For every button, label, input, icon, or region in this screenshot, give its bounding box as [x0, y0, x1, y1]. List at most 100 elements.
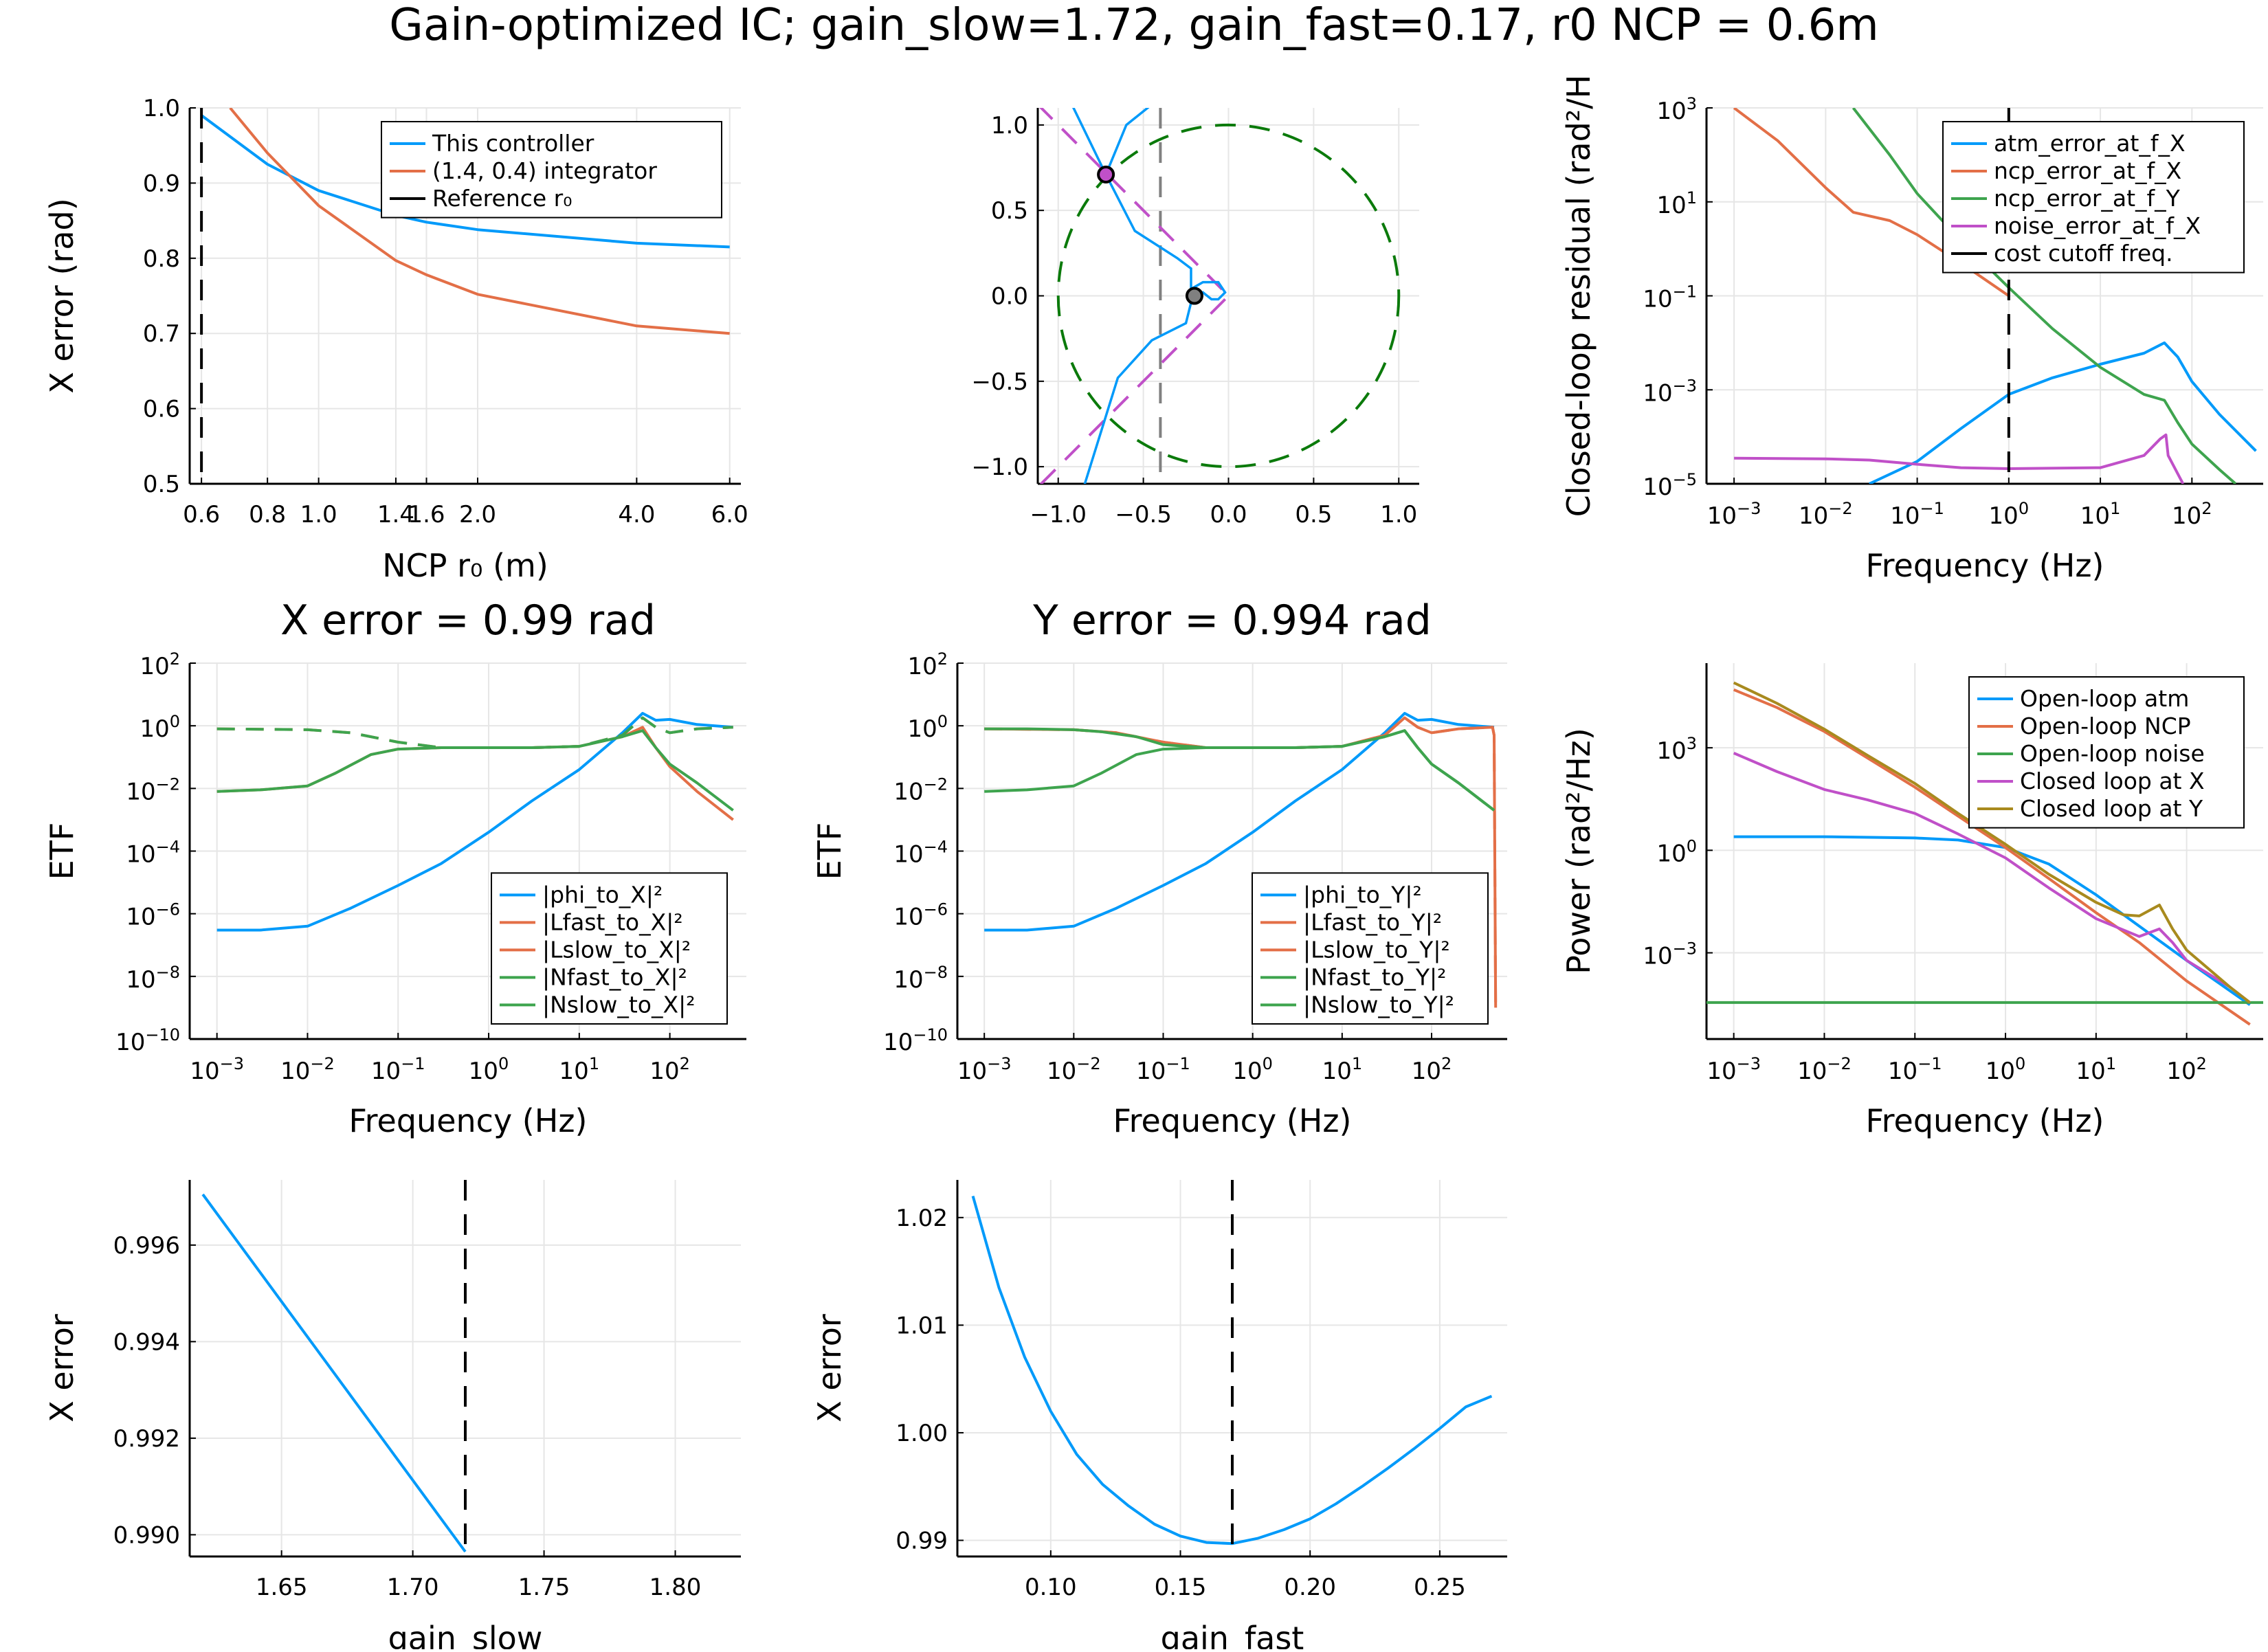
- x-tick-label: −0.5: [1115, 501, 1172, 528]
- root-locus-branch: [1072, 108, 1227, 484]
- y-tick-label: 103: [1656, 94, 1697, 125]
- x-tick-label: 1.0: [1380, 501, 1417, 528]
- y-tick-label: 10−3: [1643, 939, 1697, 970]
- x-axis-label: Frequency (Hz): [1113, 1102, 1352, 1139]
- series-line-open-loop-ncp: [1733, 688, 2251, 1026]
- x-tick-label: 10−1: [1888, 1054, 1942, 1085]
- root-locus-branch: [1104, 108, 1150, 175]
- x-tick-label: 1.6: [408, 501, 445, 528]
- legend-box: [1942, 121, 2245, 274]
- y-tick-label: 0.5: [143, 471, 180, 498]
- x-tick-label: 10−3: [1706, 1054, 1761, 1085]
- legend-label: |Nslow_to_X|²: [542, 991, 695, 1018]
- x-axis-label: Frequency (Hz): [1866, 1102, 2104, 1139]
- pole-marker: [1185, 287, 1203, 305]
- x-tick-label: 10−2: [1799, 499, 1853, 530]
- y-tick-label: 0.9: [143, 170, 180, 197]
- y-tick-label: −0.5: [971, 368, 1028, 396]
- y-tick-label: 101: [1656, 188, 1697, 219]
- y-tick-label: 10−8: [893, 963, 948, 994]
- x-tick-label: 10−2: [1047, 1054, 1101, 1085]
- x-tick-label: 100: [1986, 1054, 2026, 1085]
- legend-label: Open-loop noise: [2020, 740, 2205, 767]
- y-tick-label: 103: [1656, 734, 1697, 765]
- y-tick-label: 0.994: [113, 1328, 180, 1356]
- chart-etf_x: 10−3 10−2 10−1 100 101 102 10−10 10−8 10−6 10−4 10…: [43, 596, 746, 1139]
- series-line--phi-to-x-: [216, 712, 733, 932]
- series-line--nslow-to-x-: [216, 729, 734, 812]
- x-axis-label: NCP r₀ (m): [382, 547, 548, 584]
- x-tick-label: 10−3: [190, 1054, 244, 1085]
- y-tick-label: 0.7: [143, 320, 180, 348]
- series-line-this-controller: [200, 114, 730, 249]
- x-tick-label: 102: [1412, 1054, 1452, 1085]
- legend-box: [1968, 676, 2245, 829]
- legend-label: |phi_to_Y|²: [1303, 881, 1422, 908]
- y-axis-label: X error: [43, 1314, 80, 1422]
- legend-label: |Nslow_to_Y|²: [1303, 991, 1454, 1018]
- x-tick-label: 0.8: [249, 501, 286, 528]
- series-line-closed-loop-at-y: [1733, 681, 2251, 1004]
- x-tick-label: 100: [1989, 499, 2030, 530]
- y-tick-label: 0.8: [143, 245, 180, 273]
- series-line-atm-error-at-f-x: [1869, 341, 2257, 484]
- y-tick-label: 10−10: [115, 1025, 180, 1056]
- legend-label: Reference r₀: [432, 185, 572, 212]
- legend-label: |Nfast_to_Y|²: [1303, 963, 1446, 990]
- x-tick-label: 1.75: [518, 1574, 570, 1601]
- legend-label: Closed loop at X: [2020, 768, 2205, 794]
- series-line-ncp-error-at-f-y: [1852, 108, 2237, 484]
- series-line-noise-error-at-f-x: [1734, 433, 2185, 484]
- legend: This controller(1.4, 0.4) integratorRefe…: [381, 121, 722, 219]
- y-tick-label: 10−2: [893, 774, 948, 805]
- y-tick-label: 1.00: [896, 1420, 948, 1447]
- y-tick-label: 1.0: [143, 95, 180, 122]
- y-tick-label: 102: [140, 649, 180, 680]
- damping-line: [1039, 108, 1231, 484]
- x-tick-label: 1.80: [649, 1574, 702, 1601]
- x-tick-label: 0.20: [1284, 1574, 1336, 1601]
- series-line--phi-to-y-: [984, 712, 1495, 932]
- y-axis-label: Closed-loop residual (rad²/H: [1560, 75, 1597, 517]
- y-tick-label: 100: [907, 712, 948, 743]
- y-tick-label: 10−2: [126, 774, 180, 805]
- x-tick-label: 10−2: [280, 1054, 335, 1085]
- x-tick-label: 100: [1232, 1054, 1273, 1085]
- series-line--nfast-to-x-: [216, 716, 733, 749]
- y-axis-label: ETF: [43, 823, 80, 880]
- y-tick-label: 102: [907, 649, 948, 680]
- x-tick-label: 0.0: [1210, 501, 1247, 528]
- x-tick-label: 100: [469, 1054, 509, 1085]
- legend-label: Open-loop NCP: [2020, 713, 2191, 739]
- x-tick-label: 101: [559, 1054, 600, 1085]
- legend-label: atm_error_at_f_X: [1994, 130, 2186, 157]
- y-tick-label: 10−6: [126, 900, 180, 931]
- figure-title: Gain-optimized IC; gain_slow=1.72, gain_…: [389, 0, 1878, 51]
- legend: |phi_to_Y|²|Lfast_to_Y|²|Lslow_to_Y|²|Nf…: [1252, 872, 1489, 1025]
- series-line--nslow-to-y-: [984, 727, 1496, 812]
- y-axis-label: Power (rad²/Hz): [1560, 728, 1597, 974]
- y-tick-label: 0.5: [991, 197, 1028, 225]
- legend-box: [491, 872, 728, 1025]
- x-axis-label: Frequency (Hz): [1866, 547, 2104, 584]
- chart-gain_fast_sweep: 0.10 0.15 0.20 0.25 0.99 1.00 1.01 1.02 gain_fas…: [811, 1180, 1507, 1652]
- x-tick-label: 102: [2166, 1054, 2207, 1085]
- series-line-closed-loop-at-x: [1733, 752, 2251, 1004]
- x-tick-label: 0.5: [1295, 501, 1332, 528]
- pole-marker: [1097, 165, 1115, 183]
- y-tick-label: 0.996: [113, 1232, 180, 1260]
- y-tick-label: 0.0: [991, 283, 1028, 311]
- y-tick-label: 10−1: [1643, 282, 1697, 313]
- x-tick-label: −1.0: [1030, 501, 1087, 528]
- x-tick-label: 0.10: [1025, 1574, 1077, 1601]
- y-tick-label: 10−8: [126, 963, 180, 994]
- legend-label: ncp_error_at_f_Y: [1994, 185, 2181, 212]
- x-tick-label: 4.0: [618, 501, 655, 528]
- chart-gain_slow_sweep: 1.65 1.70 1.75 1.80 0.990 0.992 0.994 0.996 gain…: [43, 1180, 741, 1652]
- x-tick-label: 10−1: [1890, 499, 1944, 530]
- x-tick-label: 0.25: [1414, 1574, 1466, 1601]
- y-tick-label: 10−4: [893, 838, 948, 869]
- y-tick-label: 10−3: [1643, 376, 1697, 407]
- y-tick-label: 0.6: [143, 396, 180, 423]
